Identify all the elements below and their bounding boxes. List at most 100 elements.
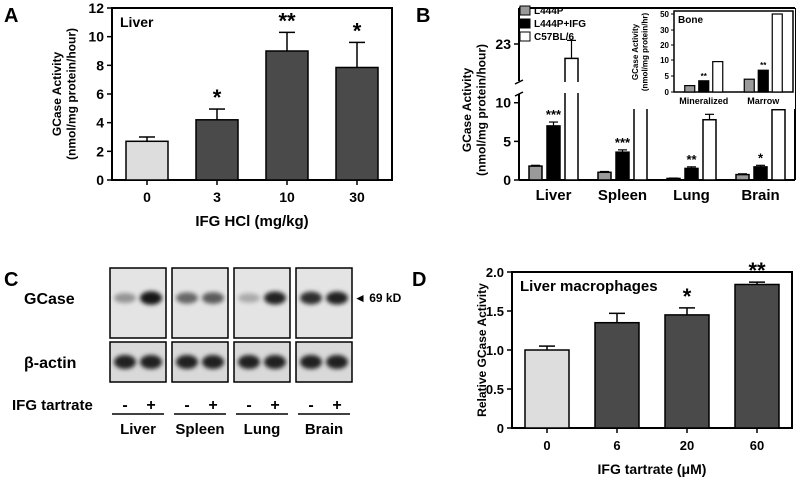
y-tick-label: 0.5: [486, 382, 504, 397]
blot-gcase-box: [171, 267, 229, 339]
y-tick-label: 6: [96, 86, 104, 102]
actin-band: [300, 355, 322, 369]
size-marker: ◄ 69 kD: [354, 291, 402, 305]
inset-bar: [743, 78, 755, 93]
treatment-sign: +: [270, 397, 279, 414]
tissue-label: Brain: [305, 421, 343, 438]
bar: [633, 96, 648, 181]
gcase-band: [176, 292, 198, 304]
y-tick-label: 0: [503, 172, 511, 188]
significance-label: **: [686, 152, 697, 167]
y-axis-label: Relative GCase Activity: [475, 283, 489, 417]
y-axis-label-line: GCase Activity: [460, 68, 474, 153]
panel-label-b: B: [416, 5, 430, 27]
bar: [195, 119, 239, 181]
panel-d-chart: 0 0.5 1.0 1.5 2.0 0 6 20 * 60 ** Liver macrophages I…: [475, 258, 793, 477]
x-tick-label: 60: [750, 438, 764, 453]
y-axis-label: GCase Activity (nmol/mg protein/hour): [460, 44, 488, 176]
tissue-label: Liver: [120, 421, 156, 438]
x-tick-label: 10: [279, 189, 295, 205]
tissue-label: Lung: [244, 421, 281, 438]
inset-y-tick-label: 30: [660, 26, 669, 35]
actin-band: [114, 355, 136, 369]
gcase-band: [264, 291, 286, 305]
inset-y-tick-label: 50: [660, 10, 669, 19]
inset-significance-label: **: [760, 61, 767, 70]
legend-label: L444P+IFG: [534, 19, 586, 30]
gcase-band: [114, 292, 136, 304]
y-axis-label-line: (nmol/mg protein/hour): [64, 28, 78, 160]
panel-label-c: C: [4, 269, 18, 291]
bar: [594, 321, 640, 429]
bar: [702, 118, 717, 181]
actin-band: [140, 355, 162, 369]
inset-y-axis-label-line: GCase Activity: [631, 23, 640, 80]
y-tick-label: 2.0: [486, 265, 504, 280]
x-tick-label: 30: [349, 189, 365, 205]
inset-title: Bone: [678, 15, 703, 26]
y-tick-label: 8: [96, 57, 104, 73]
y-tick-label: 10: [88, 29, 104, 45]
legend-swatch: [519, 31, 531, 42]
bar: [734, 283, 780, 429]
axis-break-mark: [514, 79, 524, 85]
bar: [753, 166, 768, 181]
legend-label: L444P: [534, 6, 564, 17]
treatment-sign: -: [184, 397, 189, 414]
x-tick-label: 0: [543, 438, 550, 453]
bar: [125, 140, 169, 181]
gcase-band: [140, 291, 162, 305]
actin-band: [264, 355, 286, 369]
inset-y-axis-label-line: (nmol/mg protein/hr): [641, 13, 650, 92]
treatment-label: IFG tartrate: [12, 397, 93, 414]
x-tick-label: Brain: [741, 187, 779, 204]
panel-a-chart: 0 2 4 6 8 10 12 0 3 * 10 ** 30 * Liver IFG HCl (mg/kg) G…: [50, 0, 393, 230]
x-axis-label: IFG HCl (mg/kg): [195, 213, 308, 230]
gcase-band: [300, 291, 322, 305]
actin-band: [176, 355, 198, 369]
bar: [615, 151, 630, 181]
x-tick-label: 3: [213, 189, 221, 205]
legend-swatch: [519, 18, 531, 29]
x-tick-label: 20: [680, 438, 694, 453]
inset-x-tick-label: Marrow: [747, 96, 780, 106]
panel-label-a: A: [4, 5, 18, 27]
y-tick-label: 0: [497, 421, 504, 436]
bar: [524, 349, 570, 429]
inner-title: Liver: [120, 14, 154, 30]
bar: [546, 125, 561, 181]
inset-bar: [698, 80, 710, 93]
significance-label: **: [278, 8, 296, 33]
treatment-sign: -: [246, 397, 251, 414]
y-axis-label-line: (nmol/mg protein/hour): [474, 44, 488, 176]
treatment-sign: -: [308, 397, 313, 414]
x-tick-label: 0: [143, 189, 151, 205]
tissue-label: Spleen: [175, 421, 224, 438]
y-tick-label: 2: [96, 143, 104, 159]
y-tick-label: 23: [495, 36, 511, 52]
legend-label: C57BL/6: [534, 32, 574, 43]
panel-c-western-blot: - + Liver - + Spleen - + Lung - + Brain GCase β-actin…: [12, 267, 402, 438]
significance-label: ***: [546, 107, 562, 122]
gcase-band: [238, 293, 260, 303]
significance-label: *: [758, 150, 764, 165]
significance-label: *: [683, 284, 692, 309]
treatment-sign: +: [208, 397, 217, 414]
significance-label: *: [213, 85, 222, 110]
significance-label: **: [748, 258, 766, 283]
x-tick-label: Liver: [536, 187, 572, 204]
inset-y-tick-label: 20: [660, 41, 669, 50]
y-tick-label: 1.5: [486, 304, 504, 319]
inset-bar: [684, 84, 696, 93]
x-axis-label: IFG tartrate (μM): [598, 461, 707, 477]
axis-break-mark: [514, 91, 524, 97]
inset-y-tick-label: 10: [660, 56, 669, 65]
significance-label: ***: [615, 135, 631, 150]
bar: [684, 167, 699, 181]
row-label-actin: β-actin: [24, 355, 76, 372]
inset-frame: [673, 10, 794, 93]
treatment-sign: +: [332, 397, 341, 414]
y-axis-label: GCase Activity (nmol/mg protein/hour): [50, 28, 78, 160]
actin-band: [202, 355, 224, 369]
panel-label-d: D: [412, 269, 426, 291]
